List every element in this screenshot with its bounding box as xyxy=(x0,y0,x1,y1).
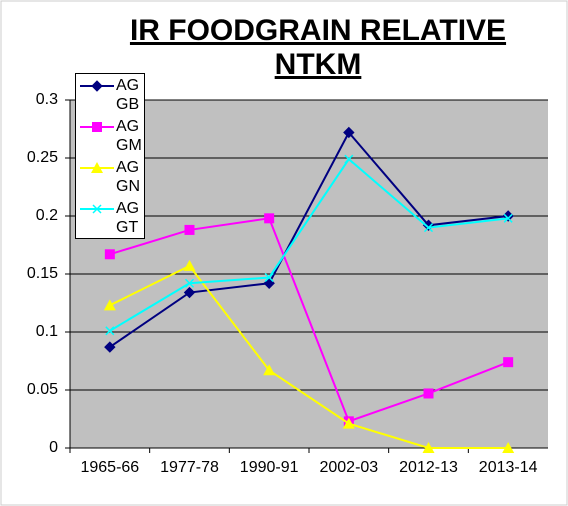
x-tick-label: 2012-13 xyxy=(399,459,458,476)
legend-label: AG GB xyxy=(116,77,140,113)
x-tick-label: 1990-91 xyxy=(240,459,299,476)
legend-label: AG GM xyxy=(116,118,142,154)
y-tick-label: 0.1 xyxy=(36,323,58,340)
y-tick-label: 0.25 xyxy=(27,149,58,166)
marker xyxy=(184,278,195,288)
series-line xyxy=(109,157,509,332)
legend-swatch xyxy=(80,204,114,214)
marker xyxy=(344,154,354,164)
legend-swatch xyxy=(80,122,114,132)
marker xyxy=(183,286,196,299)
marker xyxy=(264,272,274,283)
x-tick-label: 2013-14 xyxy=(479,459,538,476)
legend-label: AG GT xyxy=(116,200,140,236)
marker xyxy=(103,299,116,311)
marker xyxy=(342,417,355,429)
x-tick-label: 2002-03 xyxy=(319,459,378,476)
x-tick-label: 1977-78 xyxy=(160,459,219,476)
y-tick-label: 0.2 xyxy=(36,207,58,224)
marker xyxy=(105,326,115,336)
marker xyxy=(502,442,515,453)
chart-title: IR FOODGRAIN RELATIVE NTKM xyxy=(129,14,507,81)
marker xyxy=(423,388,434,399)
legend-swatch xyxy=(80,80,114,92)
marker xyxy=(422,442,435,453)
y-tick-label: 0.15 xyxy=(27,265,58,282)
marker xyxy=(184,224,195,235)
marker xyxy=(92,204,102,214)
marker xyxy=(423,223,434,233)
marker xyxy=(92,122,102,132)
series-line xyxy=(109,130,509,348)
legend-swatch xyxy=(80,162,114,173)
marker xyxy=(343,126,355,139)
legend-label: AG GN xyxy=(116,159,140,195)
legend-entry: AG GM xyxy=(76,115,146,157)
marker xyxy=(104,341,116,353)
legend-entry: AG GN xyxy=(76,156,146,198)
series-line xyxy=(109,264,509,449)
y-tick-label: 0.3 xyxy=(36,91,58,108)
series-line xyxy=(109,217,509,423)
marker xyxy=(503,213,513,223)
x-tick-label: 1965-66 xyxy=(80,459,139,476)
y-tick-label: 0.05 xyxy=(27,381,58,398)
marker xyxy=(264,213,275,224)
marker xyxy=(91,80,103,92)
marker xyxy=(503,357,514,368)
y-tick-label: 0 xyxy=(49,439,58,456)
legend-entry: AG GB xyxy=(76,74,146,116)
marker xyxy=(104,249,115,260)
marker xyxy=(183,259,196,271)
marker xyxy=(91,162,103,173)
legend: AG GB AG GM AG GN AG GT xyxy=(75,73,145,239)
legend-entry: AG GT xyxy=(76,197,146,239)
marker xyxy=(263,364,276,376)
